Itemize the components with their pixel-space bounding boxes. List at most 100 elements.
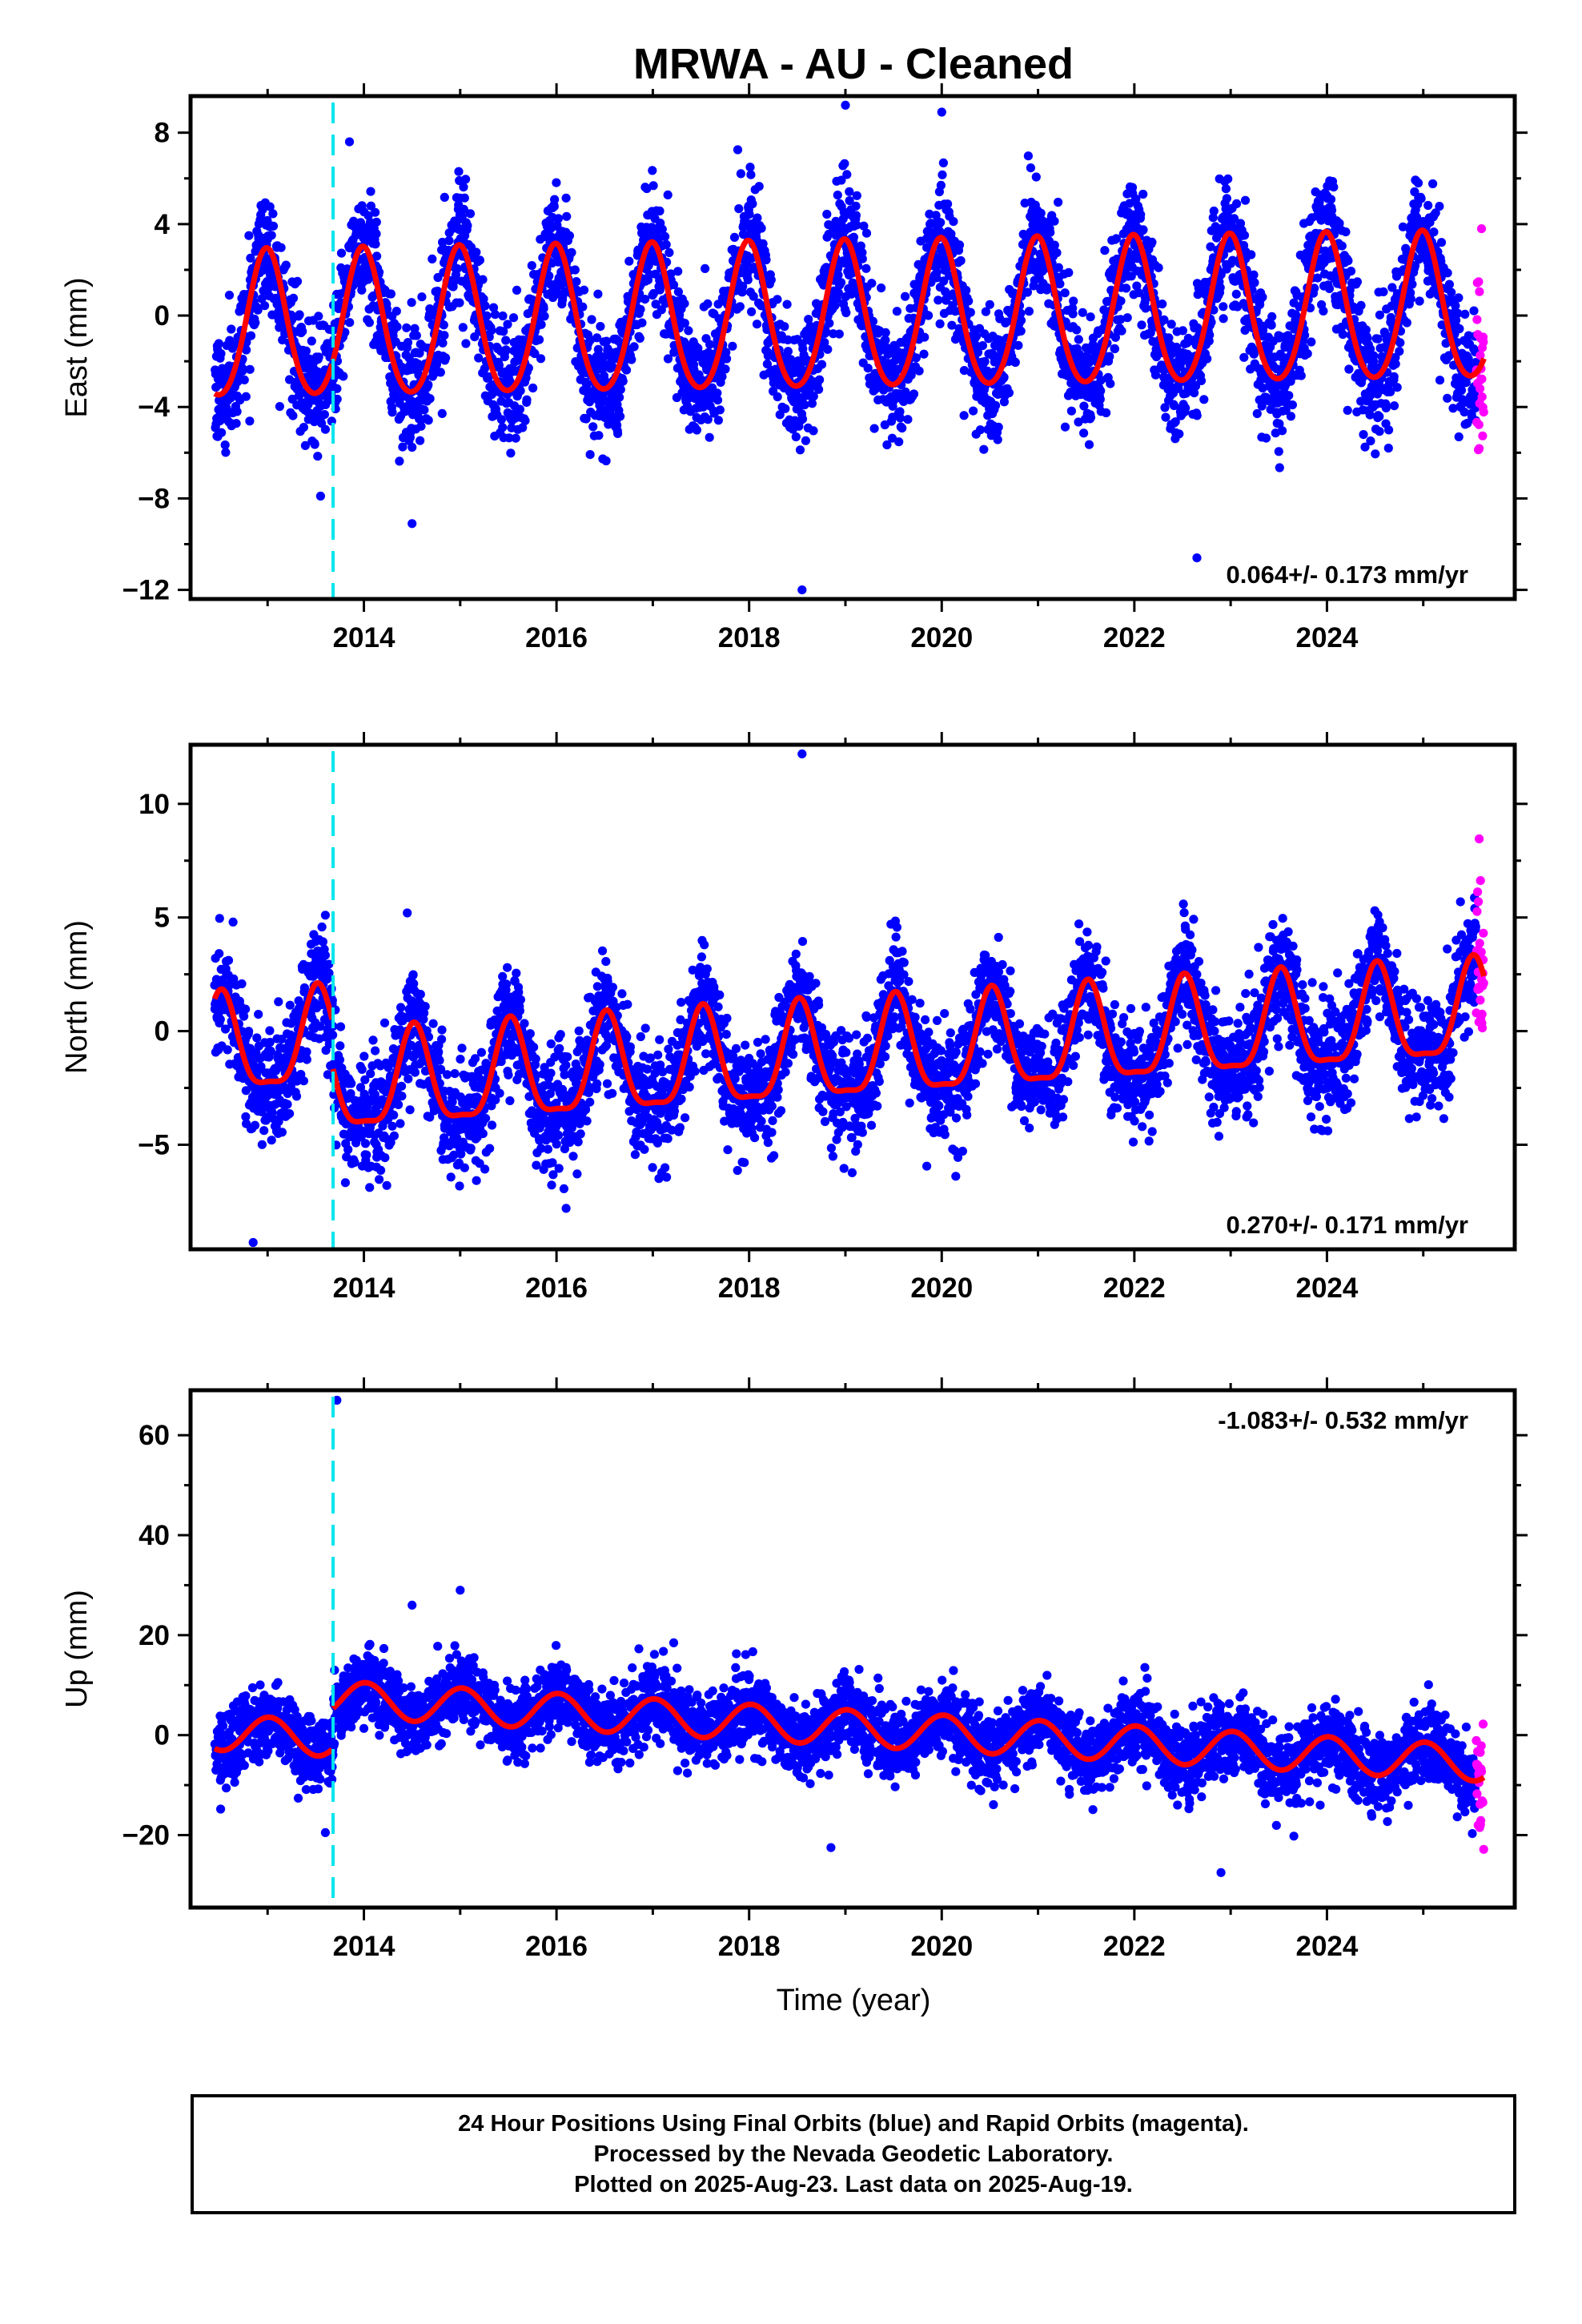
final-orbit-point (713, 396, 723, 405)
final-orbit-point (371, 239, 380, 249)
final-orbit-point (1221, 184, 1231, 194)
final-orbit-point (1010, 357, 1020, 368)
final-orbit-point (747, 307, 757, 316)
final-orbit-point (938, 170, 947, 179)
final-orbit-point (319, 409, 329, 420)
final-orbit-point (478, 275, 488, 284)
final-orbit-point (223, 955, 234, 965)
final-orbit-point (1196, 376, 1207, 385)
final-orbit-point (553, 214, 564, 223)
final-orbit-point (285, 1000, 295, 1010)
final-orbit-point (244, 231, 254, 240)
final-orbit-point (692, 425, 702, 435)
final-orbit-point (1116, 296, 1126, 306)
final-orbit-point (260, 301, 270, 311)
final-orbit-point (410, 324, 420, 333)
final-orbit-point (1329, 183, 1339, 192)
final-orbit-point (962, 285, 971, 296)
final-orbit-point (1117, 326, 1126, 336)
final-orbit-point (636, 304, 645, 314)
final-orbit-point (1239, 352, 1249, 362)
final-orbit-point (936, 218, 946, 227)
final-orbit-point (1084, 440, 1094, 449)
final-orbit-point (669, 280, 679, 290)
final-orbit-point (1455, 324, 1464, 334)
final-orbit-point (728, 341, 737, 351)
final-orbit-point (534, 335, 544, 344)
final-orbit-point (989, 350, 998, 360)
final-orbit-point (1402, 318, 1411, 328)
final-orbit-point (1392, 383, 1402, 392)
final-orbit-point (1371, 449, 1380, 459)
final-orbit-point (954, 240, 965, 250)
final-orbit-point (1079, 428, 1089, 438)
final-orbit-point (1443, 268, 1452, 278)
final-orbit-point (488, 303, 499, 312)
final-orbit-point (490, 310, 500, 320)
final-orbit-point (713, 416, 724, 425)
final-orbit-point (863, 364, 873, 373)
final-orbit-point (220, 440, 230, 450)
final-orbit-point (773, 295, 782, 304)
final-orbit-point (511, 433, 520, 443)
final-orbit-point (432, 357, 442, 367)
final-orbit-point (1379, 287, 1388, 296)
final-orbit-point (999, 372, 1009, 382)
final-orbit-point (257, 294, 267, 304)
final-orbit-point (655, 206, 665, 216)
rapid-orbit-point (1475, 444, 1484, 453)
final-orbit-point (550, 195, 560, 204)
final-orbit-point (1428, 179, 1438, 189)
final-orbit-point (436, 368, 445, 377)
final-orbit-point (246, 253, 255, 263)
final-orbit-point (1054, 197, 1063, 207)
final-orbit-point (246, 331, 256, 340)
final-orbit-point (1105, 352, 1114, 361)
final-orbit-point (366, 201, 375, 211)
final-orbit-point (227, 324, 236, 334)
final-orbit-point (1337, 241, 1347, 251)
east-rate-label: 0.064+/- 0.173 mm/yr (1227, 561, 1468, 589)
final-orbit-point (1078, 308, 1087, 317)
final-orbit-point (680, 319, 689, 328)
final-orbit-point (1407, 279, 1417, 289)
final-orbit-point (1064, 267, 1074, 277)
final-orbit-point (285, 375, 295, 384)
final-orbit-point (746, 170, 756, 179)
final-orbit-point (582, 380, 592, 390)
final-orbit-point (508, 313, 519, 323)
final-orbit-point (424, 416, 433, 425)
final-orbit-point (1369, 351, 1379, 360)
final-orbit-point (520, 416, 530, 425)
final-orbit-point (868, 316, 877, 326)
final-orbit-point (461, 175, 471, 184)
final-orbit-point (834, 329, 844, 339)
final-orbit-point (221, 448, 231, 457)
final-orbit-point (579, 285, 589, 295)
final-orbit-point (941, 287, 950, 296)
final-orbit-point (1307, 337, 1316, 347)
final-orbit-point (241, 392, 251, 401)
rapid-orbit-point (1477, 374, 1487, 384)
final-orbit-point (909, 389, 919, 399)
x-tick-label: 2016 (525, 622, 588, 653)
final-orbit-point (795, 445, 805, 455)
final-orbit-point (1352, 277, 1362, 287)
final-orbit-point (245, 364, 255, 374)
final-orbit-point (267, 231, 276, 240)
final-orbit-point (594, 431, 604, 440)
final-orbit-point (475, 255, 485, 265)
final-orbit-point (895, 407, 905, 416)
final-orbit-point (1296, 371, 1306, 380)
final-orbit-point (743, 275, 753, 284)
final-orbit-point (228, 917, 238, 927)
final-orbit-point (705, 432, 714, 442)
final-orbit-point (867, 279, 877, 288)
final-orbit-point (1278, 426, 1287, 436)
final-orbit-point (1022, 287, 1032, 297)
final-orbit-point (971, 332, 982, 341)
final-orbit-point (1069, 296, 1078, 306)
final-orbit-point (498, 311, 508, 321)
final-orbit-point (254, 1010, 263, 1019)
final-orbit-point (567, 247, 576, 257)
